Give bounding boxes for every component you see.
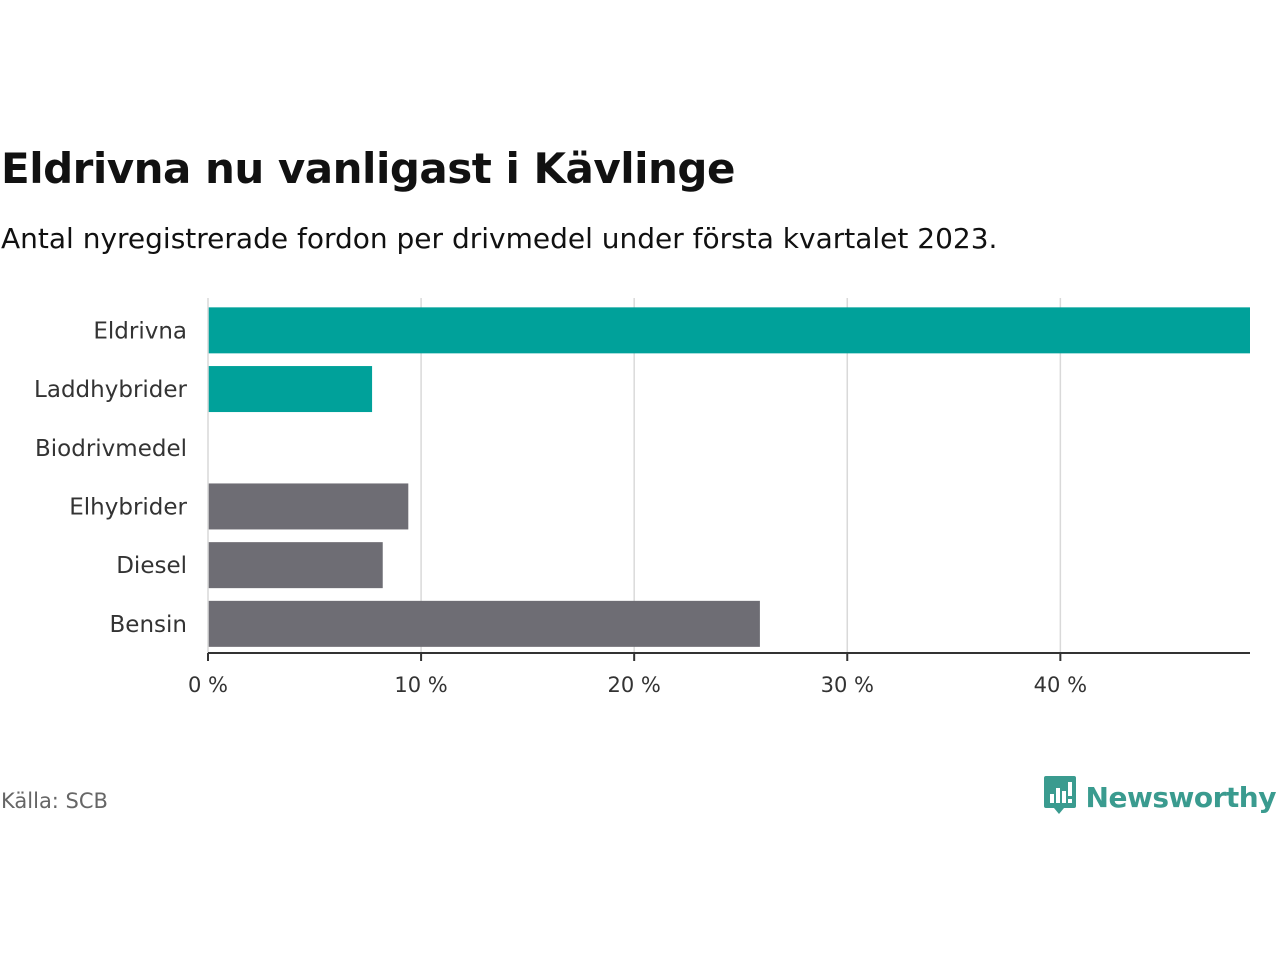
source-note: Källa: SCB (1, 789, 108, 813)
brand-name: Newsworthy (1085, 780, 1277, 814)
x-tick-label: 0 % (188, 673, 228, 697)
x-tick-label: 30 % (821, 673, 874, 697)
category-label: Eldrivna (93, 318, 187, 344)
category-label: Bensin (110, 612, 187, 638)
category-label: Biodrivmedel (35, 436, 187, 462)
bars (208, 307, 1250, 647)
category-label: Laddhybrider (34, 377, 187, 403)
chart-subtitle: Antal nyregistrerade fordon per drivmede… (1, 222, 998, 255)
bar-elhybrider (208, 483, 409, 530)
bar-eldrivna (208, 307, 1250, 354)
grid-lines (420, 298, 1062, 653)
bar-bensin (208, 600, 760, 647)
category-label: Diesel (116, 553, 187, 579)
x-axis: 0 % 10 % 20 % 30 % 40 % (188, 298, 1250, 697)
bar-diesel (208, 542, 383, 589)
bar-chart: Eldrivna Laddhybrider Biodrivmedel Elhybrid… (34, 298, 1250, 697)
brand-logo: Newsworthy (1042, 774, 1277, 820)
chart-title: Eldrivna nu vanligast i Kävlinge (1, 144, 735, 193)
category-label: Elhybrider (69, 494, 187, 520)
x-tick-label: 20 % (607, 673, 660, 697)
category-labels: Eldrivna Laddhybrider Biodrivmedel Elhybrid… (34, 318, 187, 637)
x-tick-label: 40 % (1034, 673, 1087, 697)
x-tick-label: 10 % (394, 673, 447, 697)
bar-laddhybrider (208, 366, 373, 413)
bar-chart-logo-icon (1042, 774, 1078, 820)
